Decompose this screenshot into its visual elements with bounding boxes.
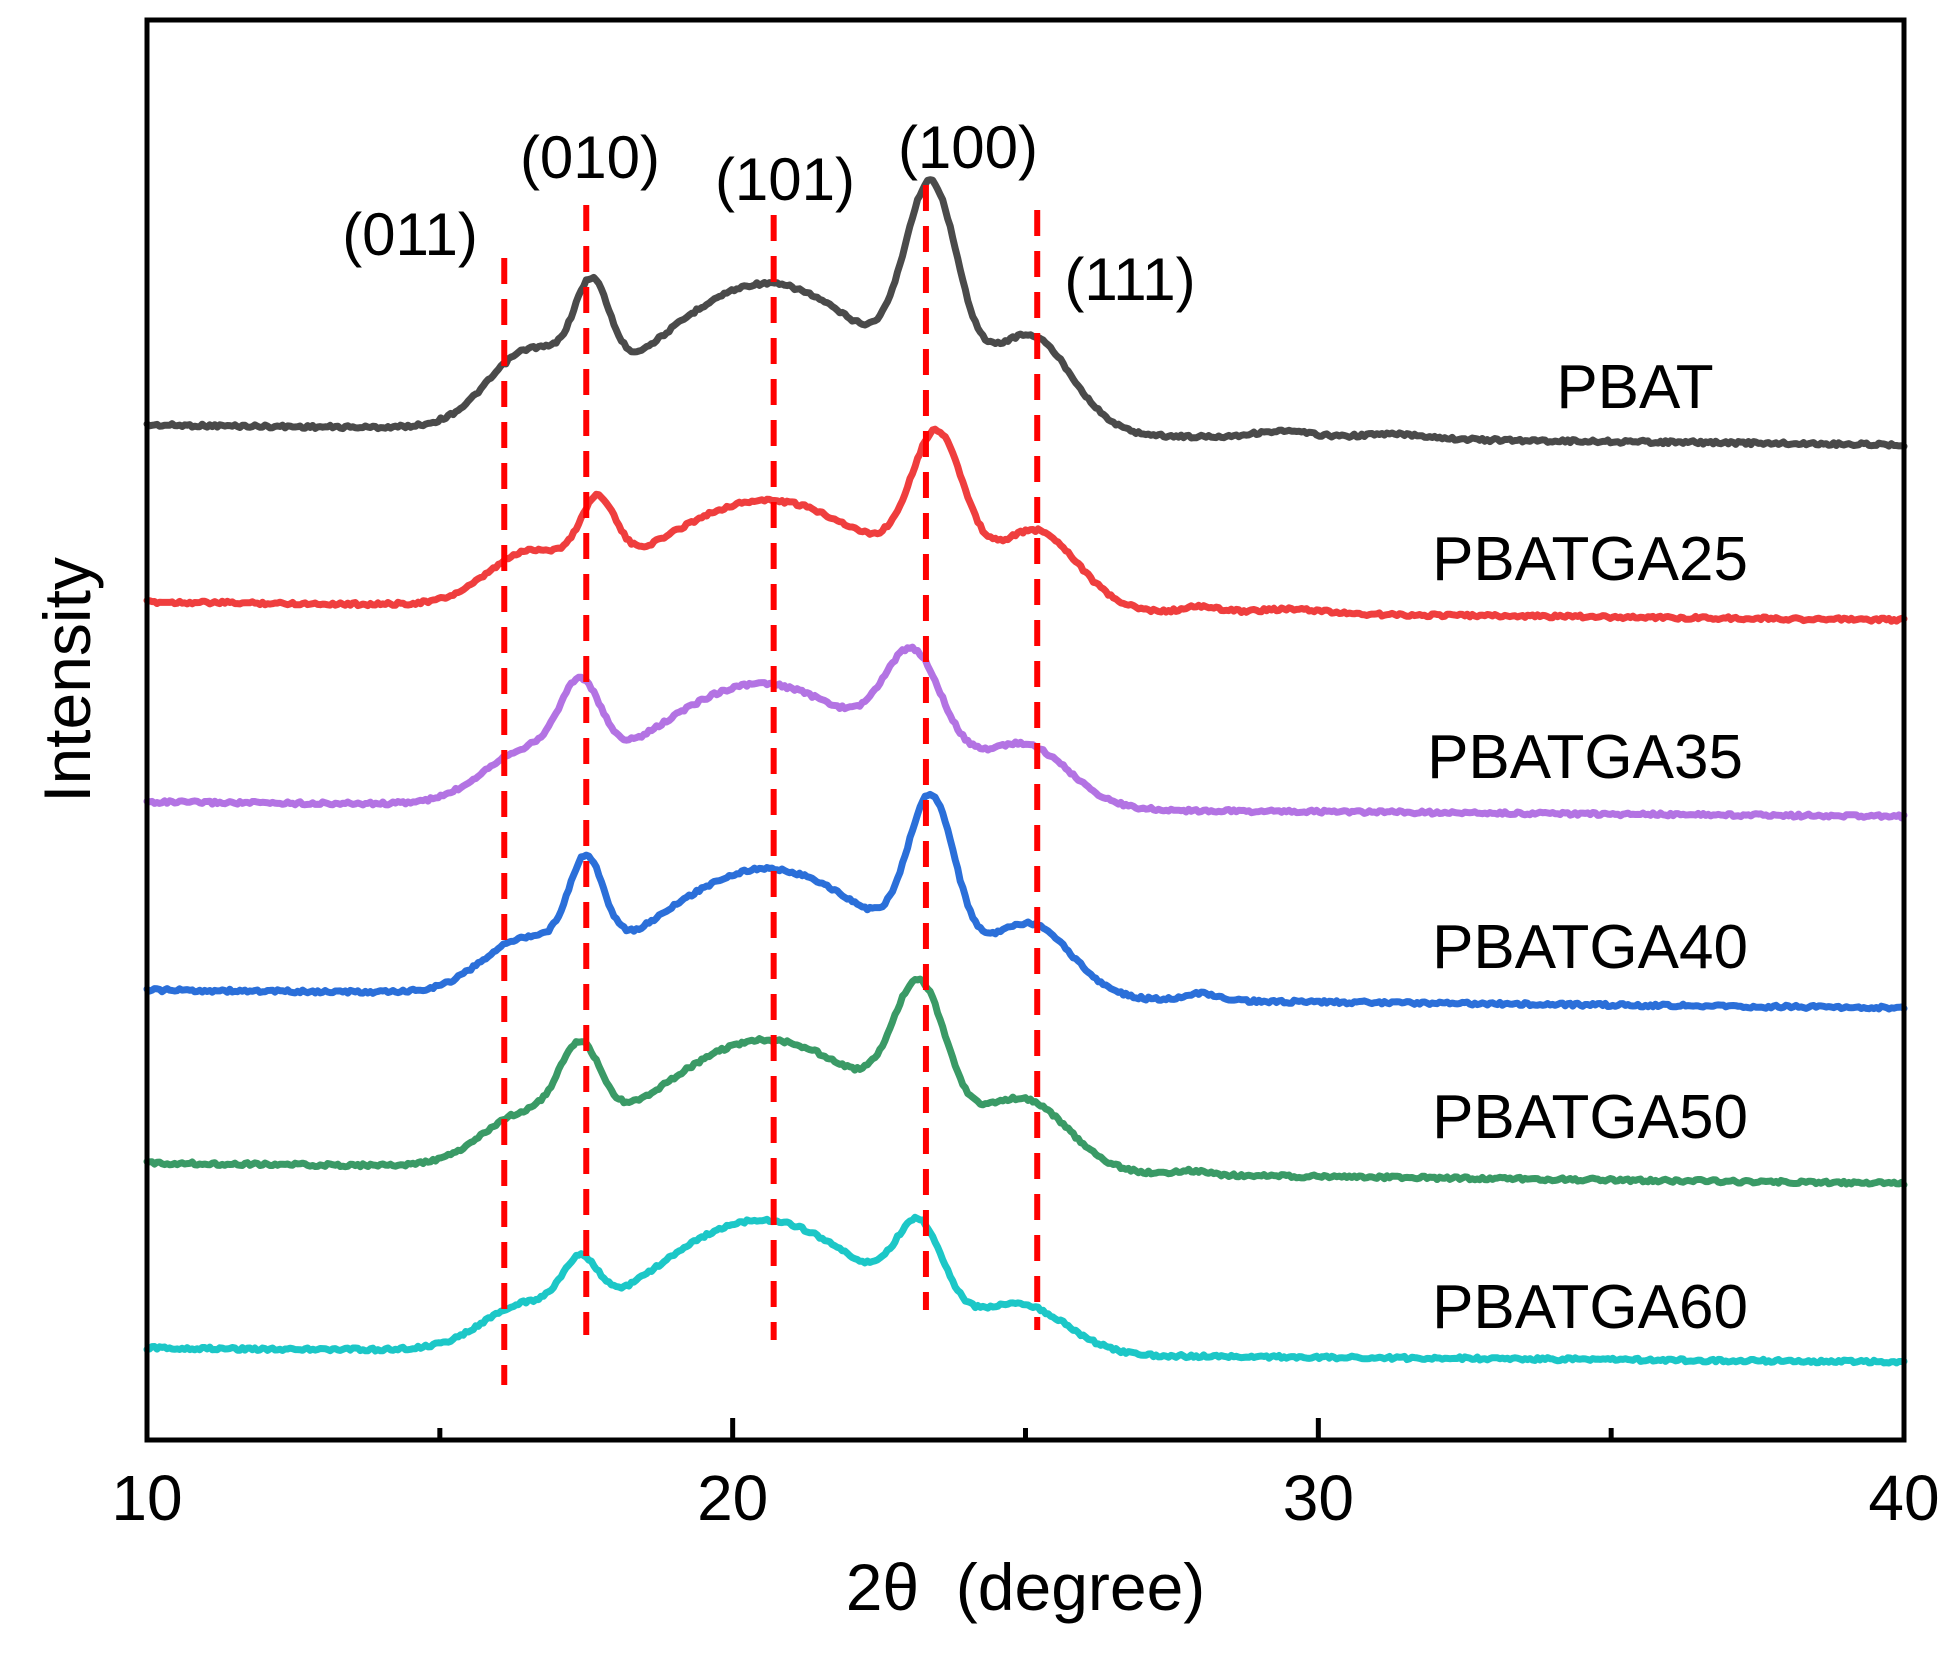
series-label-pbatga50: PBATGA50 [1432,1083,1748,1152]
series-label-pbatga60: PBATGA60 [1432,1273,1748,1342]
reference-label-011: (011) [342,201,478,268]
x-tick-label-20: 20 [697,1462,768,1534]
reference-label-010: (010) [520,124,660,191]
x-tick-label-30: 30 [1283,1462,1354,1534]
series-line-pbatga25 [143,425,1908,625]
series-group [143,176,1908,1367]
series-label-pbatga25: PBATGA25 [1432,525,1748,594]
series-line-pbatga50 [143,975,1908,1189]
series-line-pbatga60 [143,1213,1908,1367]
x-tick-label-40: 40 [1868,1462,1939,1534]
x-tick-label-10: 10 [111,1462,182,1534]
reference-label-101: (101) [715,146,855,213]
series-label-pbatga35: PBATGA35 [1427,723,1743,792]
series-label-pbat: PBAT [1556,353,1713,422]
series-label-pbatga40: PBATGA40 [1432,913,1748,982]
y-axis-title: Intensity [30,557,104,803]
reference-label-111: (111) [1064,246,1195,313]
series-line-pbatga35 [143,643,1908,822]
series-line-pbatga40 [143,790,1908,1013]
x-axis-title: 2θ (degree) [846,1550,1206,1624]
reference-lines-group [501,185,1041,1385]
reference-label-100: (100) [898,114,1038,181]
series-line-pbat [143,176,1908,450]
text-group: (011) (010) (101) (100) (111) 10 20 30 40 2θ (deg… [30,114,1940,1624]
x-ticks-group [144,1418,1907,1440]
